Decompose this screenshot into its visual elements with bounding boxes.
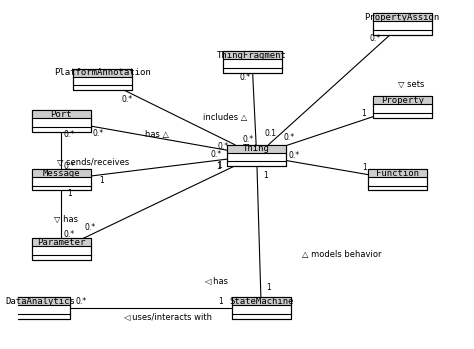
Text: 1: 1 <box>362 163 366 172</box>
Text: 0.*: 0.* <box>64 130 75 139</box>
Bar <box>373 96 432 118</box>
Text: △ models behavior: △ models behavior <box>302 250 382 259</box>
Text: Property: Property <box>381 96 424 105</box>
Text: 1: 1 <box>263 171 268 180</box>
Bar <box>32 169 91 191</box>
Bar <box>232 297 291 319</box>
Text: PropertyAssign: PropertyAssign <box>365 13 440 22</box>
Bar <box>32 110 91 118</box>
Text: 0.*: 0.* <box>288 151 299 160</box>
Text: Thing: Thing <box>243 144 270 153</box>
Text: Port: Port <box>50 110 72 119</box>
Text: 1: 1 <box>217 162 221 171</box>
Text: 0.*: 0.* <box>283 133 294 142</box>
Bar <box>73 68 132 90</box>
Bar <box>373 96 432 118</box>
Bar <box>373 96 432 104</box>
Bar <box>373 13 432 35</box>
Text: 1: 1 <box>266 283 271 292</box>
Text: 1: 1 <box>218 297 223 306</box>
Bar <box>223 51 282 73</box>
Text: 0.*: 0.* <box>242 135 253 144</box>
Text: StateMachine: StateMachine <box>229 297 293 306</box>
Text: includes △: includes △ <box>203 113 247 122</box>
Text: Function: Function <box>376 169 419 178</box>
Bar <box>373 13 432 21</box>
Bar <box>11 297 70 319</box>
Text: 0.1: 0.1 <box>265 128 277 138</box>
Text: 0.*: 0.* <box>217 142 228 151</box>
Text: ◁ uses/interacts with: ◁ uses/interacts with <box>124 312 212 321</box>
Text: ▽ has: ▽ has <box>55 215 78 224</box>
Bar <box>32 169 91 177</box>
Text: 1: 1 <box>361 109 365 118</box>
Bar <box>11 297 70 305</box>
Bar <box>223 51 282 59</box>
Text: 1: 1 <box>67 189 72 198</box>
Bar <box>73 68 132 77</box>
Bar <box>32 169 91 191</box>
Bar <box>368 169 427 191</box>
Text: Parameter: Parameter <box>37 238 85 247</box>
Text: ◁ has: ◁ has <box>204 276 228 284</box>
Bar <box>232 297 291 319</box>
Text: 0.*: 0.* <box>370 34 381 43</box>
Text: 0.*: 0.* <box>76 297 87 306</box>
Text: ThingFragment: ThingFragment <box>217 51 287 60</box>
Bar <box>368 169 427 191</box>
Bar <box>32 110 91 132</box>
Bar <box>223 51 282 73</box>
Text: 0.*: 0.* <box>64 230 75 239</box>
Text: DataAnalytics: DataAnalytics <box>6 297 76 306</box>
Bar <box>227 145 286 166</box>
Text: 0.*: 0.* <box>210 150 221 159</box>
Bar <box>232 297 291 305</box>
Bar <box>32 238 91 260</box>
Bar <box>227 145 286 153</box>
Text: 1: 1 <box>99 177 104 186</box>
Text: 0.*: 0.* <box>122 95 133 104</box>
Text: Message: Message <box>42 169 80 178</box>
Text: has △: has △ <box>145 130 169 139</box>
Text: 0.*: 0.* <box>84 223 95 232</box>
Bar <box>73 68 132 90</box>
Text: 0.*: 0.* <box>93 129 104 138</box>
Bar <box>11 297 70 319</box>
Text: PlatformAnnotation: PlatformAnnotation <box>54 68 150 77</box>
Text: 1: 1 <box>217 162 222 170</box>
Bar <box>227 145 286 166</box>
Bar <box>32 110 91 132</box>
Bar <box>32 238 91 246</box>
Bar <box>373 13 432 35</box>
Text: ▽ sets: ▽ sets <box>399 80 425 89</box>
Bar <box>32 238 91 260</box>
Text: 0.*: 0.* <box>64 162 75 171</box>
Text: ▽ sends/receives: ▽ sends/receives <box>56 158 129 167</box>
Bar <box>368 169 427 177</box>
Text: 0.*: 0.* <box>239 74 250 82</box>
